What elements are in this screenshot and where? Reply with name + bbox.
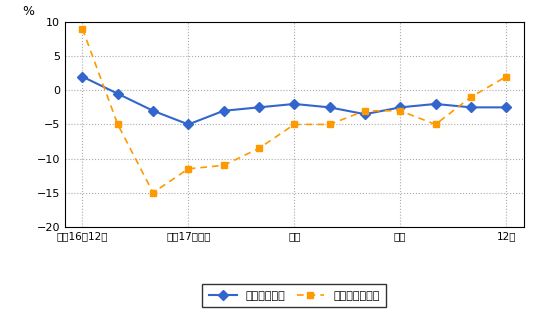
総実労働時間: [503, 106, 509, 109]
所定外労働時間: [220, 163, 227, 167]
総実労働時間: [468, 106, 474, 109]
総実労働時間: [79, 75, 86, 78]
総実労働時間: [114, 92, 121, 96]
所定外労働時間: [185, 167, 192, 171]
Line: 総実労働時間: 総実労働時間: [79, 73, 510, 128]
総実労働時間: [326, 106, 333, 109]
総実労働時間: [362, 112, 368, 116]
所定外労働時間: [114, 123, 121, 126]
総実労働時間: [256, 106, 262, 109]
総実労働時間: [220, 109, 227, 113]
所定外労働時間: [256, 146, 262, 150]
総実労働時間: [185, 123, 192, 126]
Line: 所定外労働時間: 所定外労働時間: [79, 26, 510, 196]
Legend: 総実労働時間, 所定外労働時間: 総実労働時間, 所定外労働時間: [202, 284, 386, 307]
所定外労働時間: [326, 123, 333, 126]
所定外労働時間: [503, 75, 509, 78]
所定外労働時間: [362, 109, 368, 113]
所定外労働時間: [397, 109, 403, 113]
所定外労働時間: [433, 123, 439, 126]
Y-axis label: %: %: [22, 5, 34, 18]
所定外労働時間: [468, 95, 474, 99]
所定外労働時間: [291, 123, 298, 126]
総実労働時間: [150, 109, 156, 113]
所定外労働時間: [150, 191, 156, 195]
総実労働時間: [291, 102, 298, 106]
総実労働時間: [433, 102, 439, 106]
所定外労働時間: [79, 27, 86, 31]
総実労働時間: [397, 106, 403, 109]
